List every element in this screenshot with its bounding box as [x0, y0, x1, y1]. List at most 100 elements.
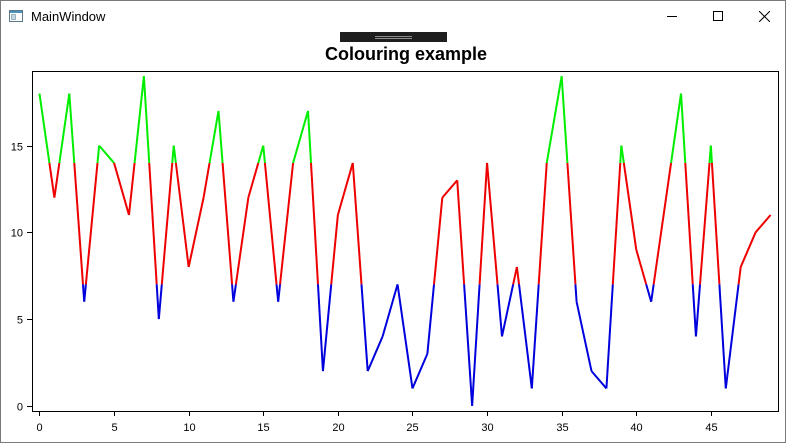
minimize-button[interactable]: [649, 1, 695, 31]
series-segment: [262, 145, 266, 164]
series-segment: [718, 284, 727, 389]
series-segment: [257, 145, 265, 164]
series-segment: [316, 284, 324, 372]
series-segment: [133, 76, 145, 164]
series-segment: [396, 284, 414, 389]
series-segment: [84, 162, 99, 285]
series-segment: [478, 162, 489, 285]
series-segment: [366, 336, 384, 372]
series-segment: [471, 284, 481, 406]
splitter-grip[interactable]: [340, 32, 447, 42]
content-area: Colouring example: [1, 31, 785, 442]
series-segment: [310, 162, 319, 285]
y-tick-label: 5: [17, 315, 23, 327]
minimize-icon: [667, 16, 677, 17]
x-tick-label: 20: [332, 422, 344, 434]
series-segment: [433, 197, 444, 285]
series-segment: [699, 162, 711, 285]
series-segment: [160, 162, 174, 285]
series-segment: [515, 266, 521, 285]
x-tick-label: 5: [111, 422, 117, 434]
series-segment: [336, 162, 354, 216]
series-segment: [650, 284, 655, 302]
series-segment: [351, 162, 363, 285]
series-segment: [58, 93, 71, 164]
x-tick-label: 10: [183, 422, 195, 434]
series-segment: [208, 110, 220, 164]
series-segment: [545, 76, 563, 164]
x-tick-label: 35: [556, 422, 568, 434]
series-segment: [53, 162, 61, 198]
series-segment: [691, 284, 697, 337]
series-segment: [566, 162, 577, 285]
series-segment: [381, 284, 399, 337]
series-segment: [148, 162, 158, 285]
series-segment: [620, 145, 625, 164]
series-segment: [645, 284, 653, 302]
series-segment: [157, 284, 163, 320]
x-tick-label: 15: [257, 422, 269, 434]
series-segment: [652, 197, 668, 285]
series-segment: [98, 144, 115, 164]
series-segment: [611, 162, 622, 285]
series-segment: [127, 162, 136, 216]
series-segment: [426, 284, 436, 354]
series-segment: [330, 214, 339, 285]
x-tick-label: 25: [406, 422, 418, 434]
series-segment: [709, 145, 713, 164]
series-segment: [496, 284, 503, 337]
series-segment: [680, 93, 687, 164]
maximize-icon: [713, 11, 723, 21]
series-segment: [279, 162, 295, 285]
series-segment: [83, 284, 87, 302]
series-segment: [575, 301, 593, 372]
title-bar[interactable]: MainWindow: [1, 1, 785, 31]
series-segment: [234, 197, 250, 285]
y-tick-label: 15: [11, 142, 23, 154]
series-segment: [202, 162, 211, 198]
app-window-icon: [9, 10, 23, 22]
series-segment: [360, 284, 369, 372]
x-tick-label: 40: [630, 422, 642, 434]
series-segment: [263, 162, 278, 285]
series-segment: [754, 214, 772, 233]
series-segment: [590, 370, 608, 390]
series-segment: [232, 284, 237, 302]
series-segment: [635, 249, 648, 285]
maximize-button[interactable]: [695, 1, 741, 31]
close-button[interactable]: [741, 1, 786, 31]
series-segment: [321, 284, 333, 372]
y-tick-label: 10: [11, 228, 23, 240]
x-tick-label: 30: [481, 422, 493, 434]
series-segment: [670, 93, 683, 164]
series-segment: [68, 93, 76, 164]
series-segment: [217, 110, 224, 164]
series-segment: [307, 110, 313, 163]
series-segment: [113, 162, 130, 216]
series-segment: [411, 353, 429, 389]
series-segment: [221, 162, 234, 285]
plot-frame: [32, 71, 779, 412]
series-segment: [622, 162, 638, 250]
series-segment: [694, 284, 702, 337]
series-segment: [187, 197, 205, 268]
series-segment: [501, 284, 515, 337]
series-segment: [174, 162, 190, 268]
series-segment: [38, 93, 51, 164]
series-segment: [486, 162, 499, 285]
series-segment: [560, 76, 569, 164]
chart-title: Colouring example: [324, 44, 488, 64]
series-segment: [247, 162, 260, 198]
series-segment: [277, 284, 282, 302]
series-segment: [724, 284, 740, 389]
x-tick-label: 0: [36, 422, 42, 434]
series-segment: [96, 145, 101, 164]
series-segment: [665, 162, 673, 198]
series-segment: [710, 162, 721, 285]
series-segment: [142, 76, 151, 164]
series-segment: [737, 266, 742, 285]
y-tick-label: 0: [17, 402, 23, 414]
series-segment: [73, 162, 84, 285]
